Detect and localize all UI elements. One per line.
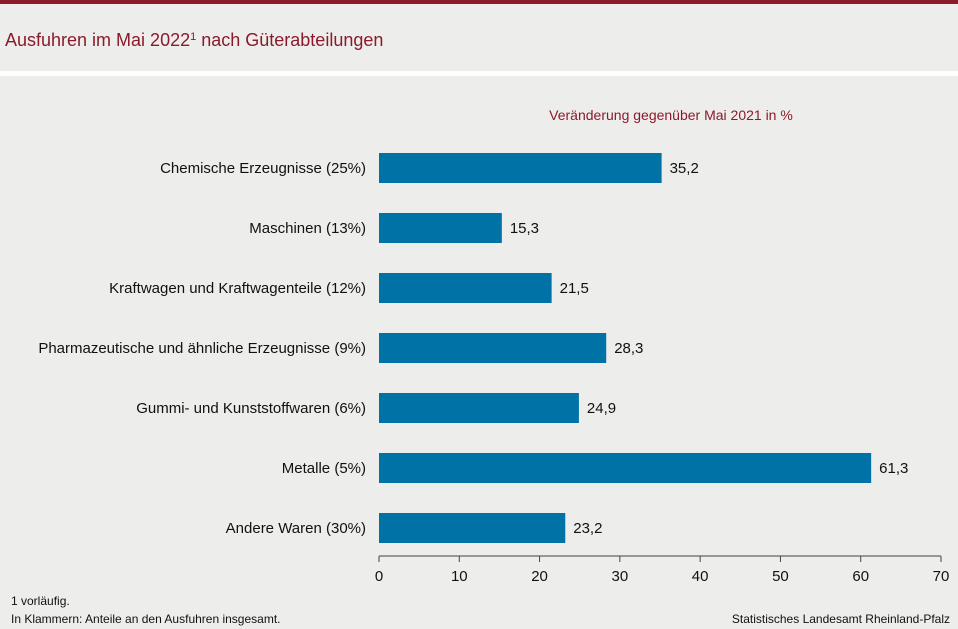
bar (379, 213, 502, 243)
x-tick-label: 30 (612, 568, 629, 585)
category-label: Andere Waren (30%) (226, 520, 366, 537)
value-label: 15,3 (510, 220, 539, 237)
x-tick-label: 70 (933, 568, 950, 585)
category-label: Kraftwagen und Kraftwagenteile (12%) (109, 280, 366, 297)
bar (379, 333, 607, 363)
footnote-preliminary: 1 vorläufig. (11, 594, 70, 608)
bars-group: Chemische Erzeugnisse (25%) 35,2 Maschinen… (38, 153, 908, 543)
bar (379, 393, 579, 423)
x-tick-label: 10 (451, 568, 468, 585)
footnote-brackets: In Klammern: Anteile an den Ausfuhren in… (11, 612, 281, 626)
value-label: 23,2 (573, 520, 602, 537)
bar (379, 513, 566, 543)
title-main: Ausfuhren im Mai 2022 (5, 30, 191, 50)
value-label: 24,9 (587, 400, 616, 417)
x-axis: 0 10 20 30 40 50 60 70 (375, 555, 950, 585)
category-label: Gummi- und Kunststoffwaren (6%) (136, 400, 366, 417)
category-label: Maschinen (13%) (249, 220, 366, 237)
bar (379, 453, 872, 483)
value-label: 21,5 (560, 280, 589, 297)
x-tick-label: 20 (531, 568, 548, 585)
bar (379, 273, 552, 303)
x-tick-label: 40 (692, 568, 709, 585)
category-label: Pharmazeutische und ähnliche Erzeugnisse… (38, 340, 366, 357)
title-footnote-marker: 1 (190, 31, 197, 43)
page-title: Ausfuhren im Mai 20221 nach Güterabteilu… (5, 30, 383, 51)
top-accent-rule (0, 0, 958, 4)
value-label: 61,3 (879, 460, 908, 477)
category-label: Chemische Erzeugnisse (25%) (160, 160, 366, 177)
value-label: 35,2 (670, 160, 699, 177)
title-suffix: nach Güterabteilungen (196, 30, 384, 50)
chart-subtitle: Veränderung gegenüber Mai 2021 in % (549, 107, 793, 123)
source-credit: Statistisches Landesamt Rheinland-Pfalz (731, 612, 950, 626)
value-label: 28,3 (614, 340, 643, 357)
bar (379, 153, 662, 183)
x-tick-label: 50 (772, 568, 789, 585)
x-tick-label: 60 (852, 568, 869, 585)
x-tick-label: 0 (375, 568, 383, 585)
header-divider (0, 71, 958, 76)
category-label: Metalle (5%) (282, 460, 366, 477)
